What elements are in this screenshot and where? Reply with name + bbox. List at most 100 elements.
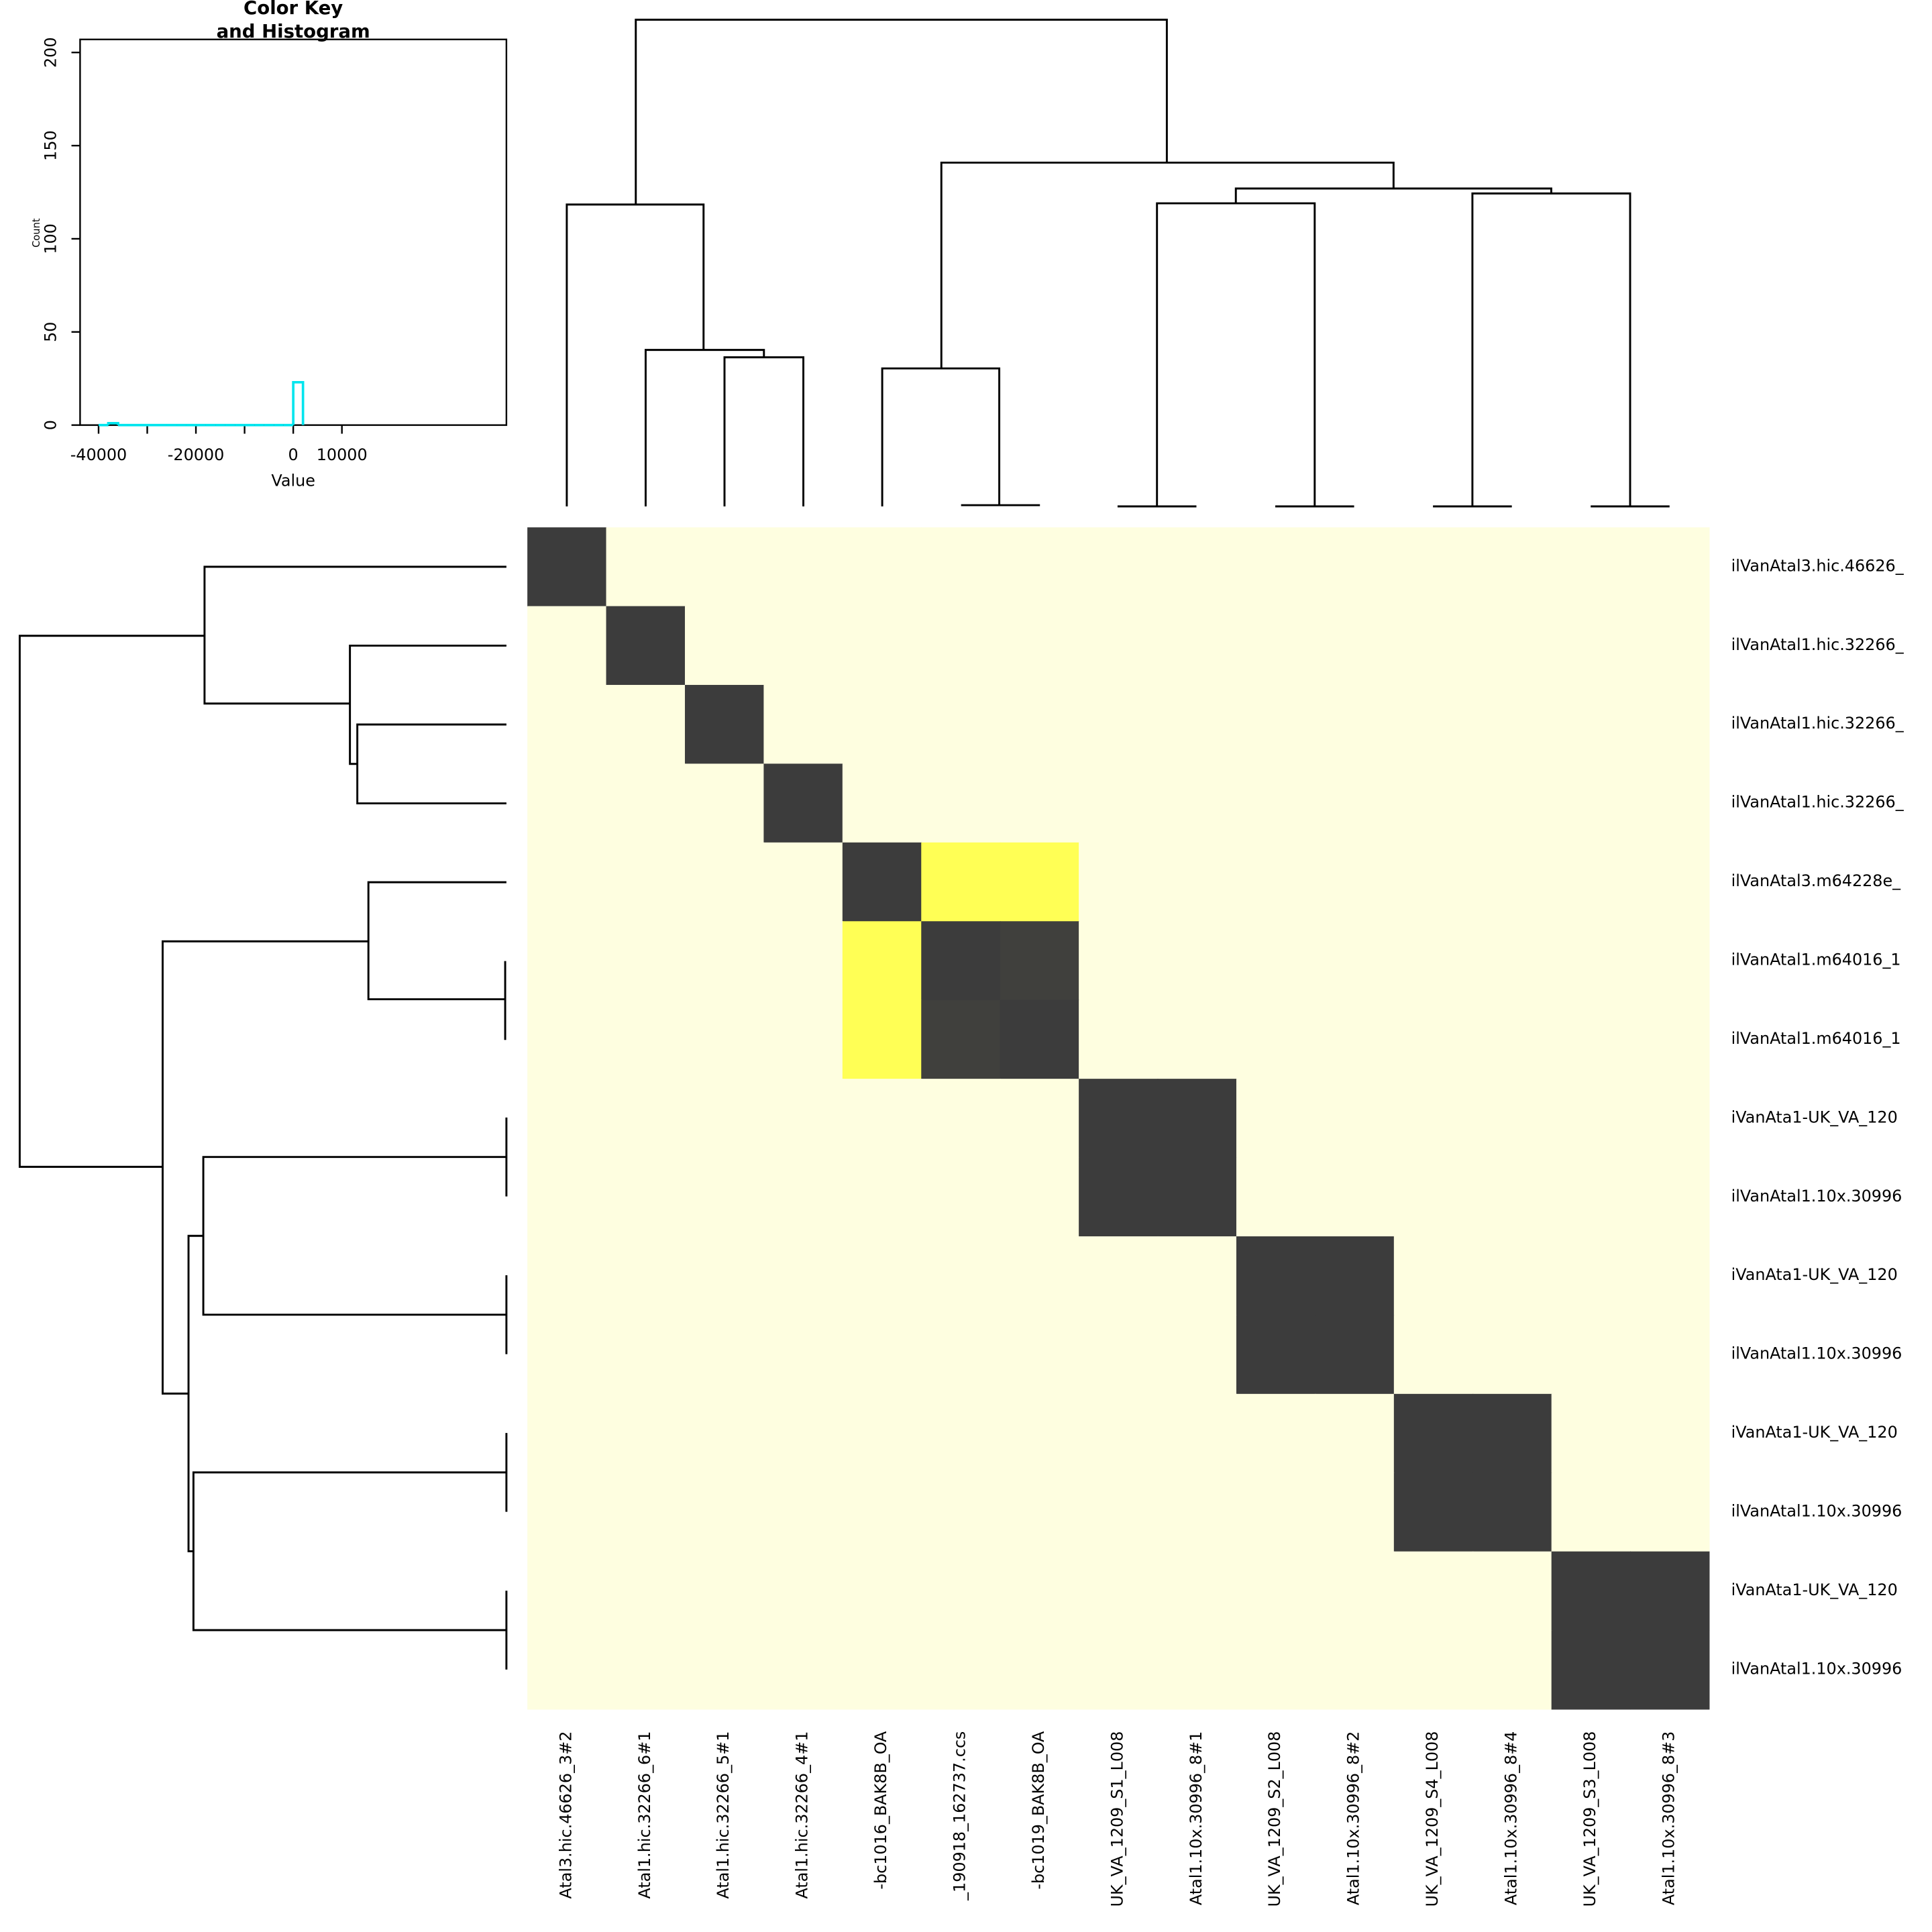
heatmap-cell bbox=[1079, 1157, 1159, 1237]
heatmap-cell bbox=[606, 1472, 686, 1552]
heatmap-cell bbox=[527, 1630, 607, 1710]
heatmap-cell bbox=[1393, 684, 1474, 765]
heatmap-cell bbox=[1079, 1079, 1159, 1159]
heatmap-cell bbox=[1000, 1000, 1080, 1080]
heatmap-cell bbox=[1315, 1393, 1395, 1474]
heatmap-cell bbox=[1315, 1315, 1395, 1395]
heatmap-cell bbox=[527, 684, 607, 765]
heatmap-cell bbox=[842, 1079, 922, 1159]
heatmap-cell bbox=[1393, 1393, 1474, 1474]
heatmap-cell bbox=[1079, 527, 1159, 607]
heatmap-cell bbox=[527, 1551, 607, 1631]
heatmap-cell bbox=[1236, 1472, 1316, 1552]
heatmap-cell bbox=[1157, 1236, 1237, 1316]
heatmap-cell bbox=[527, 1000, 607, 1080]
heatmap-cell bbox=[921, 1472, 1001, 1552]
heatmap-cell bbox=[921, 1236, 1001, 1316]
heatmap-cell bbox=[1000, 1079, 1080, 1159]
heatmap-cell bbox=[1472, 1393, 1552, 1474]
heatmap-cell bbox=[921, 763, 1001, 843]
heatmap-cell bbox=[1157, 527, 1237, 607]
heatmap-cell bbox=[921, 527, 1001, 607]
heatmap-cell bbox=[1079, 1630, 1159, 1710]
heatmap-cell bbox=[842, 684, 922, 765]
heatmap-cell bbox=[606, 1236, 686, 1316]
heatmap-cell bbox=[1393, 1236, 1474, 1316]
heatmap-cell bbox=[1551, 842, 1631, 922]
y-tick-label: 0 bbox=[42, 420, 60, 430]
heatmap-cell bbox=[1157, 1630, 1237, 1710]
column-label: _190918_162737.ccs bbox=[950, 1731, 969, 1901]
heatmap-cell bbox=[1472, 684, 1552, 765]
heatmap-cell bbox=[1630, 606, 1710, 686]
heatmap-cell bbox=[684, 1315, 765, 1395]
heatmap-cell bbox=[1236, 763, 1316, 843]
row-label: ilVanAtal3.m64228e_ bbox=[1731, 871, 1902, 890]
heatmap-cell bbox=[763, 1551, 843, 1631]
key-frame bbox=[79, 38, 508, 426]
heatmap-cell bbox=[763, 1315, 843, 1395]
heatmap-cell bbox=[1236, 606, 1316, 686]
heatmap-cell bbox=[1630, 1236, 1710, 1316]
column-label: UK_VA_1209_S1_L008 bbox=[1108, 1731, 1126, 1907]
x-tick-label: 0 bbox=[288, 445, 299, 464]
heatmap-cell bbox=[1472, 1157, 1552, 1237]
x-tick-label: 10000 bbox=[317, 445, 368, 464]
heatmap-cell bbox=[1000, 842, 1080, 922]
heatmap-cell bbox=[606, 921, 686, 1001]
heatmap-cell bbox=[1472, 1551, 1552, 1631]
heatmap-cell bbox=[1472, 1079, 1552, 1159]
heatmap-cell bbox=[527, 1079, 607, 1159]
heatmap-cell bbox=[1157, 684, 1237, 765]
histogram-bar bbox=[107, 422, 119, 425]
heatmap-cell bbox=[1551, 1157, 1631, 1237]
heatmap-cell bbox=[1157, 1393, 1237, 1474]
y-tick-label: 150 bbox=[42, 130, 60, 161]
heatmap-cell bbox=[527, 842, 607, 922]
heatmap-cell bbox=[527, 763, 607, 843]
column-label: Atal1.hic.32266_4#1 bbox=[793, 1731, 812, 1899]
heatmap-cell bbox=[1000, 763, 1080, 843]
heatmap-cell bbox=[606, 763, 686, 843]
heatmap-cell bbox=[1000, 1393, 1080, 1474]
heatmap-cell bbox=[684, 1393, 765, 1474]
heatmap-cell bbox=[1000, 1551, 1080, 1631]
heatmap-cell bbox=[684, 1472, 765, 1552]
heatmap-cell bbox=[606, 1079, 686, 1159]
heatmap-cell bbox=[684, 921, 765, 1001]
heatmap-cell bbox=[842, 1236, 922, 1316]
y-tick-label: 200 bbox=[42, 37, 60, 68]
heatmap-cell bbox=[842, 1393, 922, 1474]
heatmap-cell bbox=[921, 1079, 1001, 1159]
heatmap-cell bbox=[921, 1157, 1001, 1237]
heatmap-cell bbox=[1551, 1472, 1631, 1552]
heatmap-cell bbox=[1393, 1079, 1474, 1159]
heatmap-cell bbox=[1079, 1315, 1159, 1395]
heatmap-cell bbox=[1315, 1079, 1395, 1159]
heatmap-cell bbox=[921, 1551, 1001, 1631]
heatmap-cell bbox=[1393, 1630, 1474, 1710]
heatmap-cell bbox=[1393, 606, 1474, 686]
heatmap-cell bbox=[1630, 1630, 1710, 1710]
column-dendrogram bbox=[566, 18, 1670, 508]
heatmap-cell bbox=[1630, 1551, 1710, 1631]
heatmap-cell bbox=[1157, 921, 1237, 1001]
heatmap-cell bbox=[527, 1393, 607, 1474]
heatmap-cell bbox=[1315, 842, 1395, 922]
heatmap-cell bbox=[842, 1472, 922, 1552]
column-label: Atal1.10x.30996_8#2 bbox=[1344, 1731, 1363, 1906]
row-label: ilVanAtal1.10x.30996 bbox=[1731, 1344, 1902, 1363]
heatmap-cell bbox=[1000, 1157, 1080, 1237]
key-title: Color Key bbox=[244, 0, 343, 19]
heatmap-cell bbox=[1000, 921, 1080, 1001]
heatmap-cell bbox=[606, 1393, 686, 1474]
heatmap-cell bbox=[1551, 1236, 1631, 1316]
heatmap-cell bbox=[1079, 1551, 1159, 1631]
heatmap-cell bbox=[1157, 1315, 1237, 1395]
heatmap-cell bbox=[684, 1079, 765, 1159]
row-label: iVanAta1-UK_VA_120 bbox=[1731, 1580, 1898, 1599]
heatmap-cell bbox=[1315, 1000, 1395, 1080]
dendrogram-branches bbox=[566, 18, 1670, 508]
